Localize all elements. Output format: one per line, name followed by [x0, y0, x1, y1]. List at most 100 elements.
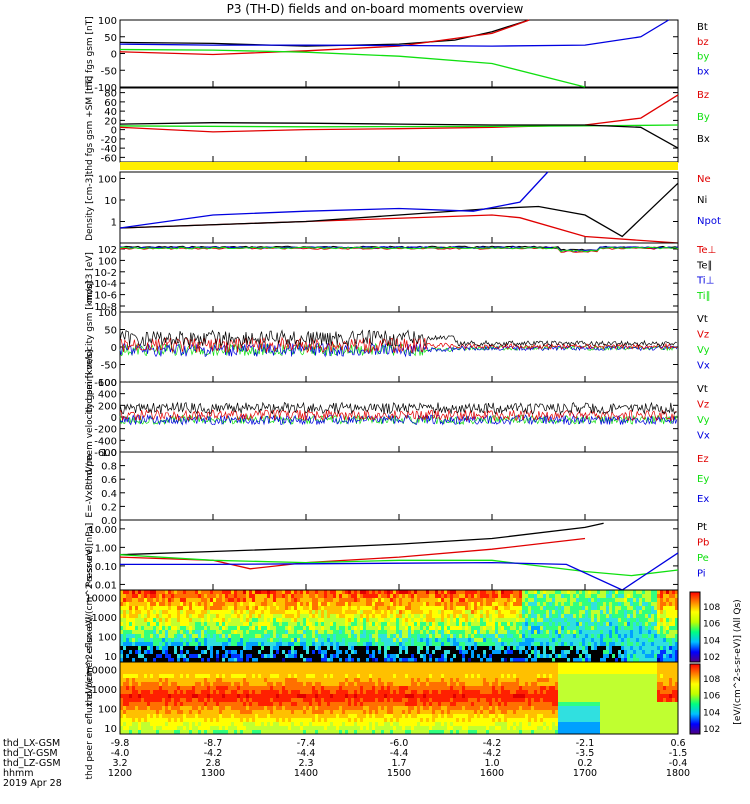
heatmap-cell	[258, 726, 261, 730]
y-tick-label: 10	[104, 652, 117, 663]
heatmap-cell	[468, 638, 471, 642]
heatmap-cell	[162, 614, 165, 618]
heatmap-cell	[339, 610, 342, 614]
heatmap-cell	[486, 654, 489, 658]
heatmap-cell	[483, 626, 486, 630]
heatmap-cell	[621, 598, 624, 602]
heatmap-cell	[294, 658, 297, 662]
heatmap-cell	[621, 602, 624, 606]
heatmap-cell	[540, 614, 543, 618]
heatmap-cell	[234, 650, 237, 654]
heatmap-cell	[297, 690, 300, 694]
heatmap-cell	[186, 706, 189, 710]
heatmap-cell	[336, 690, 339, 694]
heatmap-cell	[177, 626, 180, 630]
heatmap-cell	[204, 610, 207, 614]
heatmap-cell	[135, 610, 138, 614]
heatmap-cell	[492, 654, 495, 658]
heatmap-cell	[273, 678, 276, 682]
heatmap-cell	[288, 694, 291, 698]
heatmap-cell	[180, 662, 183, 666]
heatmap-cell	[249, 594, 252, 598]
heatmap-cell	[582, 610, 585, 614]
heatmap-cell	[357, 654, 360, 658]
heatmap-cell	[342, 682, 345, 686]
heatmap-cell	[543, 638, 546, 642]
heatmap-cell	[189, 630, 192, 634]
heatmap-cell	[321, 678, 324, 682]
heatmap-cell	[627, 634, 630, 638]
heatmap-cell	[468, 650, 471, 654]
heatmap-cell	[669, 622, 672, 626]
heatmap-cell	[636, 638, 639, 642]
heatmap-cell	[438, 622, 441, 626]
heatmap-cell	[303, 694, 306, 698]
heatmap-cell	[297, 610, 300, 614]
heatmap-cell	[561, 650, 564, 654]
heatmap-cell	[471, 606, 474, 610]
heatmap-cell	[624, 630, 627, 634]
heatmap-cell	[480, 610, 483, 614]
heatmap-cell	[630, 598, 633, 602]
heatmap-cell	[150, 710, 153, 714]
heatmap-cell	[555, 626, 558, 630]
heatmap-cell	[426, 650, 429, 654]
heatmap-cell	[471, 626, 474, 630]
heatmap-cell	[522, 658, 525, 662]
heatmap-cell	[267, 730, 270, 734]
heatmap-cell	[522, 594, 525, 598]
heatmap-cell	[246, 614, 249, 618]
heatmap-cell	[177, 614, 180, 618]
heatmap-cell	[339, 714, 342, 718]
heatmap-cell	[192, 598, 195, 602]
heatmap-cell	[456, 654, 459, 658]
heatmap-cell	[261, 678, 264, 682]
heatmap-cell	[591, 618, 594, 622]
y-tick-label: 0.01	[95, 580, 117, 591]
heatmap-cell	[375, 606, 378, 610]
heatmap-cell	[135, 662, 138, 666]
heatmap-cell	[189, 618, 192, 622]
heatmap-cell	[153, 614, 156, 618]
heatmap-cell	[480, 594, 483, 598]
heatmap-cell	[621, 634, 624, 638]
heatmap-cell	[363, 630, 366, 634]
heatmap-cell	[444, 614, 447, 618]
heatmap-cell	[639, 646, 642, 650]
heatmap-cell	[171, 594, 174, 598]
heatmap-cell	[180, 666, 183, 670]
heatmap-cell	[123, 590, 126, 594]
heatmap-cell	[474, 610, 477, 614]
heatmap-cell	[213, 718, 216, 722]
heatmap-cell	[588, 610, 591, 614]
heatmap-cell	[471, 594, 474, 598]
heatmap-cell	[174, 694, 177, 698]
heatmap-cell	[546, 626, 549, 630]
heatmap-cell	[327, 654, 330, 658]
heatmap-cell	[333, 726, 336, 730]
heatmap-cell	[144, 654, 147, 658]
heatmap-cell	[195, 638, 198, 642]
heatmap-cell	[159, 622, 162, 626]
heatmap-cell	[183, 630, 186, 634]
heatmap-cell	[522, 622, 525, 626]
heatmap-cell	[135, 614, 138, 618]
heatmap-cell	[513, 590, 516, 594]
heatmap-cell	[654, 610, 657, 614]
heatmap-cell	[147, 666, 150, 670]
heatmap-cell	[660, 602, 663, 606]
heatmap-cell	[627, 590, 630, 594]
heatmap-cell	[252, 602, 255, 606]
heatmap-cell	[372, 630, 375, 634]
heatmap-cell	[141, 682, 144, 686]
heatmap-cell	[471, 654, 474, 658]
heatmap-cell	[180, 590, 183, 594]
heatmap-cell	[300, 686, 303, 690]
heatmap-cell	[594, 634, 597, 638]
heatmap-cell	[231, 654, 234, 658]
heatmap-cell	[483, 650, 486, 654]
heatmap-cell	[129, 638, 132, 642]
heatmap-cell	[144, 606, 147, 610]
heatmap-cell	[258, 674, 261, 678]
heatmap-cell	[609, 602, 612, 606]
